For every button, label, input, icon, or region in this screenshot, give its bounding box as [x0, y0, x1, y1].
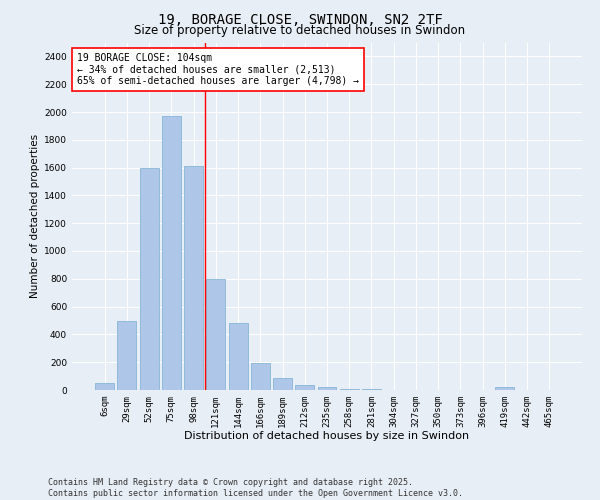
Text: Size of property relative to detached houses in Swindon: Size of property relative to detached ho…: [134, 24, 466, 37]
Text: Contains HM Land Registry data © Crown copyright and database right 2025.
Contai: Contains HM Land Registry data © Crown c…: [48, 478, 463, 498]
Bar: [118, 320, 136, 390]
Bar: [229, 324, 248, 390]
Bar: [317, 387, 337, 390]
Y-axis label: Number of detached properties: Number of detached properties: [30, 134, 40, 298]
Bar: [206, 279, 225, 390]
Text: 19 BORAGE CLOSE: 104sqm
← 34% of detached houses are smaller (2,513)
65% of semi: 19 BORAGE CLOSE: 104sqm ← 34% of detache…: [77, 53, 359, 86]
Bar: [140, 168, 158, 390]
Text: 19, BORAGE CLOSE, SWINDON, SN2 2TF: 19, BORAGE CLOSE, SWINDON, SN2 2TF: [158, 12, 442, 26]
Bar: [273, 378, 292, 390]
Bar: [184, 166, 203, 390]
Bar: [295, 385, 314, 390]
Bar: [251, 363, 270, 390]
Bar: [162, 116, 181, 390]
Bar: [496, 387, 514, 390]
Bar: [340, 388, 359, 390]
X-axis label: Distribution of detached houses by size in Swindon: Distribution of detached houses by size …: [184, 432, 470, 442]
Bar: [95, 383, 114, 390]
